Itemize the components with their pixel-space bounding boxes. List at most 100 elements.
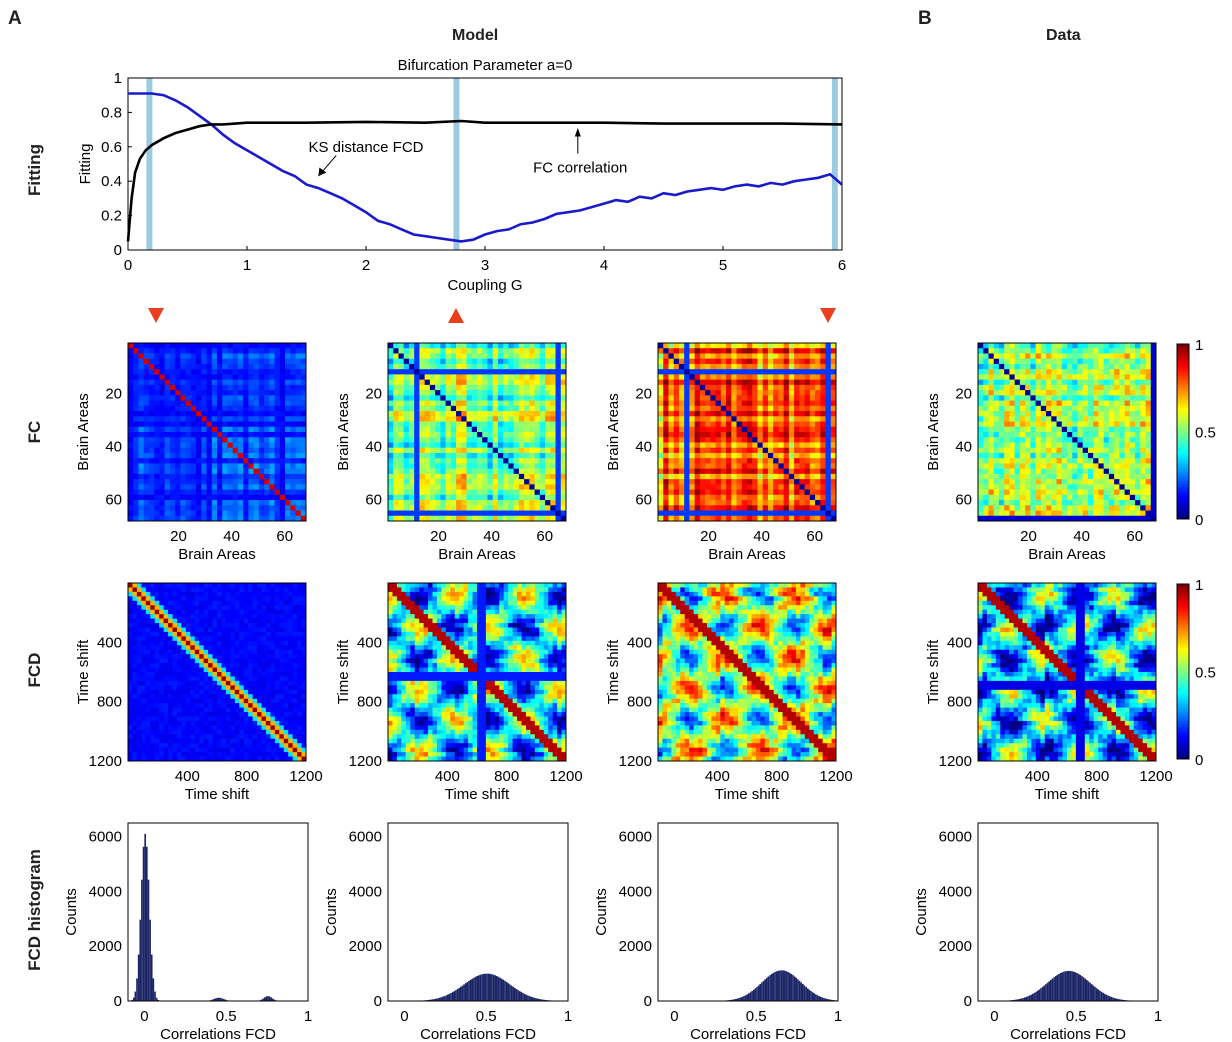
fc-cell xyxy=(560,447,567,454)
fc-cell xyxy=(757,463,764,470)
fcd-cell xyxy=(292,583,298,588)
fc-cell xyxy=(466,479,473,485)
fc-cell xyxy=(482,432,488,438)
fc-cell xyxy=(185,432,192,438)
fc-cell xyxy=(269,468,275,475)
fc-cell xyxy=(1119,343,1125,349)
fc-cell xyxy=(710,369,716,375)
fc-cell xyxy=(1009,458,1016,464)
fc-cell xyxy=(440,405,446,412)
fc-cell xyxy=(445,489,452,496)
fc-cell xyxy=(545,479,551,485)
fc-cell xyxy=(227,395,234,401)
fc-cell xyxy=(169,348,176,354)
fc-cell xyxy=(1056,473,1063,480)
fc-cell xyxy=(513,505,520,511)
fc-cell xyxy=(1030,484,1036,490)
fc-cell xyxy=(1014,374,1021,381)
fc-cell xyxy=(1077,353,1084,360)
fc-cell xyxy=(482,348,488,354)
fc-cell xyxy=(1077,515,1084,522)
fc-cell xyxy=(274,343,281,349)
fc-cell xyxy=(403,411,410,417)
fc-cell xyxy=(180,426,186,433)
fc-cell xyxy=(164,442,171,449)
fc-cell xyxy=(783,416,790,422)
fc-cell xyxy=(258,468,265,475)
fc-cell xyxy=(705,400,711,407)
fc-cell xyxy=(720,358,727,365)
fc-cell xyxy=(1077,390,1084,396)
fc-cell xyxy=(492,374,499,381)
fc-cell xyxy=(487,426,494,433)
fc-cell xyxy=(550,421,556,428)
fc-cell xyxy=(138,505,145,511)
fc-cell xyxy=(196,452,202,459)
fc-cell xyxy=(482,405,488,412)
fc-cell xyxy=(757,432,764,438)
fc-cell xyxy=(408,416,415,422)
fcd-cell xyxy=(297,583,302,588)
fc-cell xyxy=(983,379,989,386)
fc-cell xyxy=(726,452,732,459)
fc-cell xyxy=(794,348,800,354)
fc-cell xyxy=(164,463,171,470)
fc-cell xyxy=(429,343,436,349)
fc-cell xyxy=(673,452,680,459)
fc-cell xyxy=(773,405,779,412)
fc-cell xyxy=(190,416,197,422)
fc-cell xyxy=(1040,463,1047,470)
fc-cell xyxy=(1087,500,1094,506)
fc-cell xyxy=(773,458,779,464)
fc-cell xyxy=(285,348,291,354)
fc-cell xyxy=(164,353,171,360)
fc-cell xyxy=(248,463,255,470)
fc-cell xyxy=(429,416,436,422)
fc-cell xyxy=(445,463,452,470)
fc-cell xyxy=(715,416,722,422)
fc-cell xyxy=(993,348,1000,354)
fcd-cell xyxy=(243,600,249,606)
fc-cell xyxy=(1067,395,1073,401)
fc-cell xyxy=(678,353,685,360)
fc-cell xyxy=(752,405,758,412)
fc-cell xyxy=(783,494,790,501)
fc-cell xyxy=(1014,452,1021,459)
fc-cell xyxy=(534,500,541,506)
fc-cell xyxy=(1014,484,1021,490)
fc-cell xyxy=(148,437,155,443)
fc-cell xyxy=(211,379,218,386)
fc-cell xyxy=(1056,416,1063,422)
fc-cell xyxy=(1004,515,1010,522)
fc-cell xyxy=(1135,358,1141,365)
fc-cell xyxy=(461,416,467,422)
fc-cell xyxy=(243,510,249,517)
fc-cell xyxy=(694,473,701,480)
fc-cell xyxy=(164,343,171,349)
fc-cell xyxy=(1046,343,1052,349)
fc-cell xyxy=(715,458,722,464)
fc-cell xyxy=(978,494,984,501)
fc-cell xyxy=(148,343,155,349)
fc-cell xyxy=(1087,400,1094,407)
fc-cell xyxy=(253,416,260,422)
fc-cell xyxy=(295,452,302,459)
fcd-cell xyxy=(292,596,298,602)
fc-cell xyxy=(1108,473,1115,480)
fc-cell xyxy=(497,468,504,475)
fc-cell xyxy=(185,353,192,360)
fc-cell xyxy=(290,395,296,401)
fc-cell xyxy=(133,468,139,475)
fc-cell xyxy=(169,437,176,443)
fc-cell xyxy=(388,395,394,401)
fc-cell xyxy=(435,353,441,360)
fc-cell xyxy=(1140,463,1146,470)
fc-cell xyxy=(1150,447,1157,454)
fc-cell xyxy=(1051,405,1057,412)
x-tick-label: 2 xyxy=(362,257,370,274)
fc-cell xyxy=(1004,500,1010,506)
fc-cell xyxy=(466,421,473,428)
fc-cell xyxy=(258,353,265,360)
fc-cell xyxy=(180,494,186,501)
fc-cell xyxy=(658,343,664,349)
